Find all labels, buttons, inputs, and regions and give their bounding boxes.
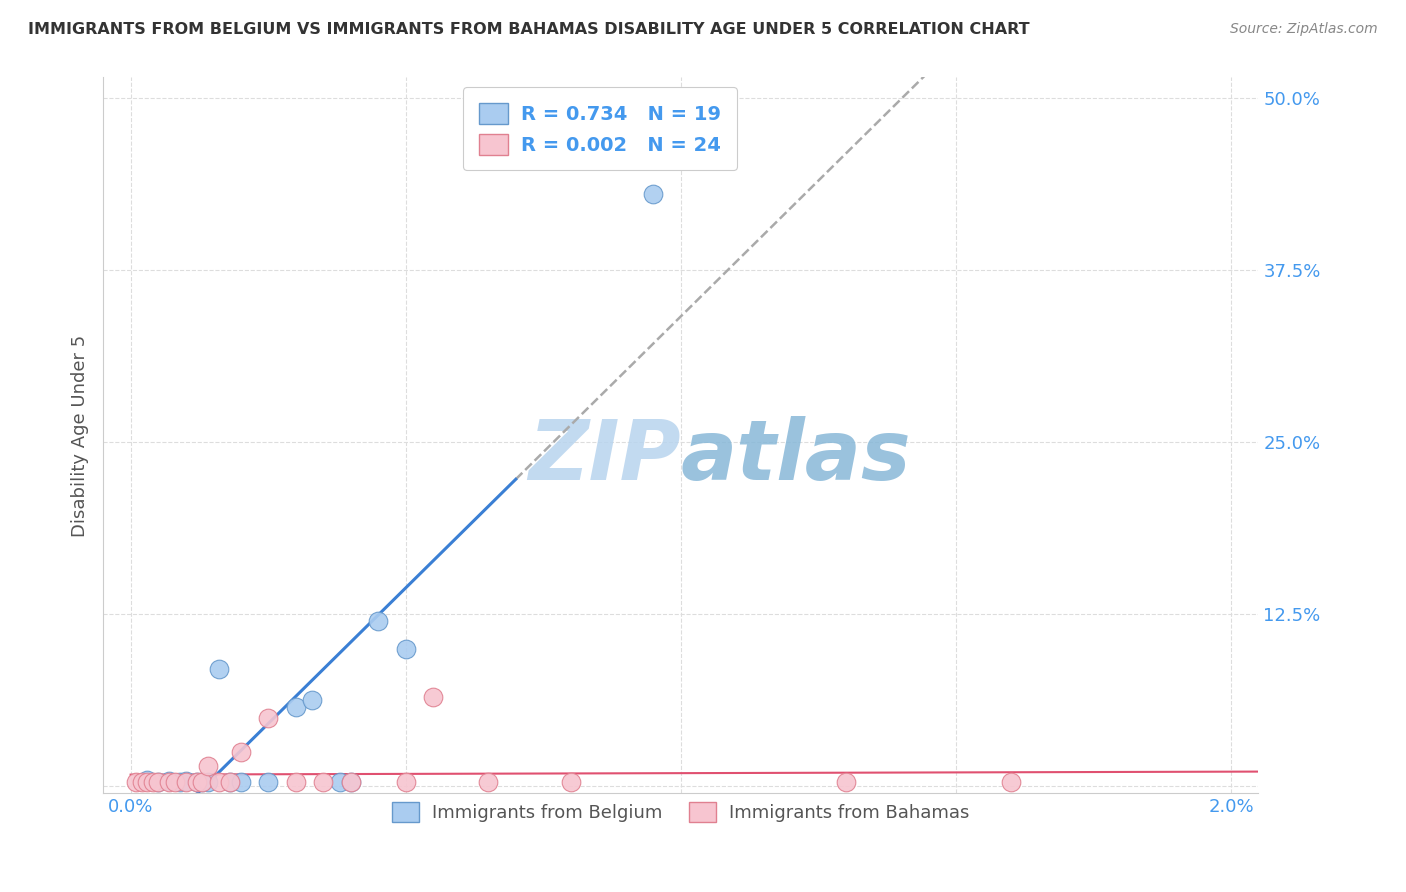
Point <box>229 775 252 789</box>
Point <box>218 775 240 789</box>
Point <box>329 775 352 789</box>
Point <box>197 759 219 773</box>
Point <box>169 775 191 789</box>
Text: Source: ZipAtlas.com: Source: ZipAtlas.com <box>1230 22 1378 37</box>
Point <box>174 775 197 789</box>
Point <box>174 774 197 789</box>
Text: ZIP: ZIP <box>529 417 681 498</box>
Point <box>1000 775 1022 789</box>
Point <box>257 775 280 789</box>
Y-axis label: Disability Age Under 5: Disability Age Under 5 <box>72 334 89 536</box>
Point <box>131 775 153 789</box>
Point <box>312 775 335 789</box>
Point <box>163 775 186 789</box>
Point <box>136 775 159 789</box>
Point <box>229 745 252 759</box>
Point <box>560 775 582 789</box>
Point <box>142 775 165 789</box>
Point <box>218 775 240 789</box>
Point <box>422 690 444 704</box>
Point <box>643 187 665 202</box>
Point <box>186 775 208 789</box>
Point <box>208 662 231 676</box>
Point <box>339 775 361 789</box>
Legend: Immigrants from Belgium, Immigrants from Bahamas: Immigrants from Belgium, Immigrants from… <box>380 789 981 834</box>
Point <box>835 775 858 789</box>
Point <box>157 774 180 789</box>
Point <box>367 614 389 628</box>
Point <box>284 775 307 789</box>
Point <box>257 711 280 725</box>
Point <box>477 775 499 789</box>
Point <box>191 775 214 789</box>
Point <box>284 699 307 714</box>
Point <box>125 775 148 789</box>
Point <box>191 775 214 789</box>
Point <box>157 775 180 789</box>
Point <box>395 775 418 789</box>
Point <box>146 775 169 789</box>
Point <box>208 775 231 789</box>
Text: IMMIGRANTS FROM BELGIUM VS IMMIGRANTS FROM BAHAMAS DISABILITY AGE UNDER 5 CORREL: IMMIGRANTS FROM BELGIUM VS IMMIGRANTS FR… <box>28 22 1029 37</box>
Point <box>395 641 418 656</box>
Point <box>197 775 219 789</box>
Point <box>186 775 208 789</box>
Point <box>146 775 169 789</box>
Point <box>136 772 159 787</box>
Text: atlas: atlas <box>681 417 911 498</box>
Point <box>301 692 323 706</box>
Point <box>339 775 361 789</box>
